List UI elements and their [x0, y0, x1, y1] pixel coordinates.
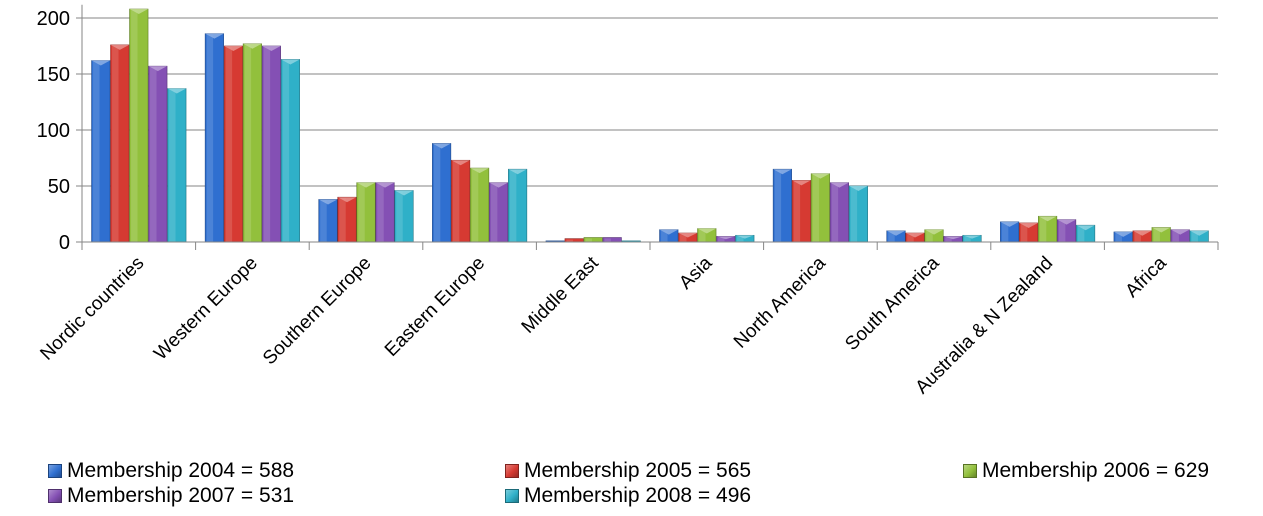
legend-item: Membership 2006 = 629	[963, 458, 1209, 484]
legend-label: Membership 2006 = 629	[982, 459, 1210, 482]
bar	[1113, 231, 1133, 243]
bar	[432, 143, 452, 243]
bar	[110, 44, 130, 243]
legend-label: Membership 2004 = 588	[67, 459, 295, 482]
bar	[129, 8, 149, 243]
y-tick-label: 0	[59, 232, 70, 254]
y-tick-label: 100	[37, 120, 70, 142]
bar	[772, 168, 792, 243]
axes	[76, 4, 1219, 250]
legend-item: Membership 2004 = 588	[48, 458, 294, 484]
bar	[810, 173, 830, 243]
bar	[489, 182, 509, 243]
bar	[924, 229, 944, 243]
y-tick-label: 150	[37, 64, 70, 86]
bar	[318, 199, 338, 243]
bar	[1038, 215, 1058, 243]
legend-swatch	[963, 464, 977, 478]
bar	[91, 60, 111, 243]
bar	[1132, 230, 1152, 243]
bars	[91, 8, 1209, 243]
bar	[1151, 227, 1171, 243]
bar	[1057, 219, 1077, 243]
bar	[659, 229, 679, 243]
bar	[848, 185, 868, 243]
bar	[1170, 229, 1190, 243]
bar	[337, 196, 357, 243]
bar	[167, 88, 187, 243]
legend-swatch	[48, 489, 62, 503]
bar	[1000, 221, 1020, 243]
bar	[943, 236, 963, 243]
legend: Membership 2004 = 588 Membership 2005 = 5…	[0, 458, 1263, 516]
bar	[1076, 224, 1096, 243]
category-label: North America	[730, 252, 830, 352]
bar	[886, 230, 906, 243]
bar	[148, 65, 168, 243]
y-tick-label: 200	[37, 8, 70, 30]
legend-label: Membership 2007 = 531	[67, 484, 295, 507]
category-label: South America	[841, 252, 944, 355]
category-label: Nordic countries	[36, 253, 148, 365]
category-label: Southern Europe	[259, 253, 375, 369]
category-label: Asia	[675, 252, 716, 293]
bar	[356, 182, 376, 243]
bar	[962, 234, 982, 243]
bar	[204, 33, 224, 243]
legend-item: Membership 2005 = 565	[505, 458, 751, 484]
y-tick-label: 50	[48, 176, 70, 198]
bar	[564, 238, 584, 243]
bar	[905, 232, 925, 243]
bar	[602, 237, 622, 243]
bar	[583, 237, 603, 243]
category-label: Africa	[1122, 252, 1171, 301]
bar	[451, 159, 471, 243]
bar	[829, 182, 849, 243]
bar	[735, 234, 755, 243]
legend-item: Membership 2008 = 496	[505, 483, 751, 509]
category-label: Western Europe	[150, 253, 262, 365]
bar-chart: 0 50 100 150 200 Nordic countries Western Euro…	[36, 4, 1219, 398]
bar	[470, 167, 490, 243]
bar	[508, 168, 528, 243]
legend-swatch	[505, 464, 519, 478]
bar	[791, 180, 811, 243]
bar	[394, 190, 414, 243]
legend-label: Membership 2005 = 565	[524, 459, 752, 482]
bar	[223, 45, 243, 243]
bar	[697, 228, 717, 243]
bar	[280, 59, 300, 243]
bar	[1019, 222, 1039, 243]
bar	[242, 43, 262, 243]
bar	[678, 232, 698, 243]
legend-label: Membership 2008 = 496	[524, 484, 752, 507]
legend-item: Membership 2007 = 531	[48, 483, 294, 509]
bar	[1189, 230, 1209, 243]
bar	[716, 236, 736, 243]
category-label: Eastern Europe	[381, 253, 489, 361]
bar	[261, 45, 281, 243]
legend-swatch	[505, 489, 519, 503]
category-label: Middle East	[518, 252, 604, 338]
legend-swatch	[48, 464, 62, 478]
bar	[375, 182, 395, 243]
